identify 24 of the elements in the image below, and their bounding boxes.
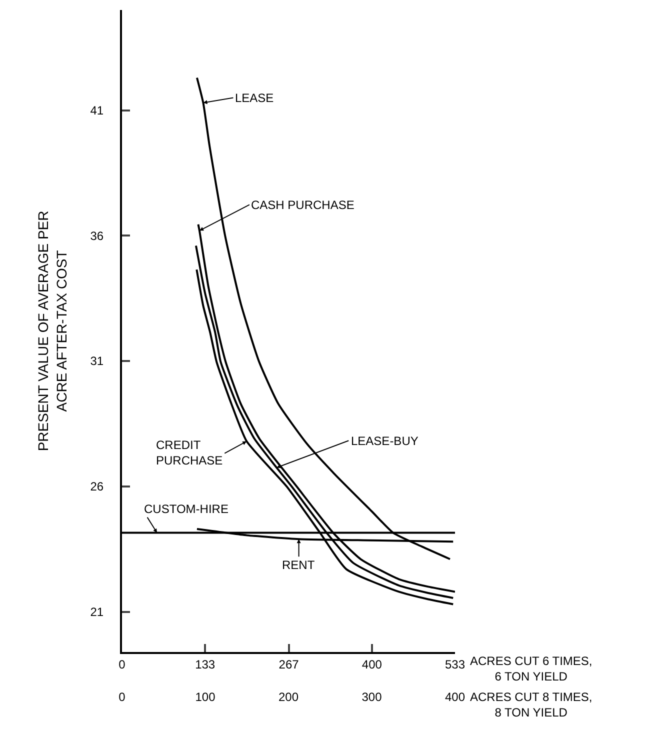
annotation: LEASE	[235, 91, 274, 105]
annotation: RENT	[282, 558, 316, 572]
x2-tick-label: 0	[118, 690, 126, 704]
x-tick-label: 533	[444, 657, 466, 672]
annotation: CASH PURCHASE	[251, 198, 354, 212]
x2-tick-label: 400	[444, 690, 466, 704]
annotation: LEASE-BUY	[351, 434, 418, 448]
x2-axis-title: ACRES CUT 8 TIMES, 8 TON YIELD	[470, 690, 592, 720]
annotation: CREDIT PURCHASE	[156, 438, 223, 468]
x-tick-label: 400	[362, 657, 382, 672]
y-axis-title: PRESENT VALUE OF AVERAGE PER ACRE AFTER-TAX COST	[35, 210, 70, 452]
annotation: CUSTOM-HIRE	[144, 502, 228, 516]
y-tick-label: 31	[90, 354, 104, 368]
y-tick-label: 21	[90, 604, 104, 619]
y-tick-label: 36	[90, 228, 104, 243]
x2-tick-label: 200	[278, 690, 299, 704]
x2-tick-label: 300	[362, 690, 382, 704]
y-tick-label: 41	[90, 104, 104, 118]
y-tick-label: 26	[90, 480, 104, 494]
x2-tick-label: 100	[195, 690, 216, 704]
x-tick-label: 267	[278, 657, 300, 672]
x-tick-label: 0	[118, 657, 126, 672]
x-tick-label: 133	[195, 657, 216, 672]
x-axis-title: ACRES CUT 6 TIMES, 6 TON YIELD	[470, 654, 592, 684]
